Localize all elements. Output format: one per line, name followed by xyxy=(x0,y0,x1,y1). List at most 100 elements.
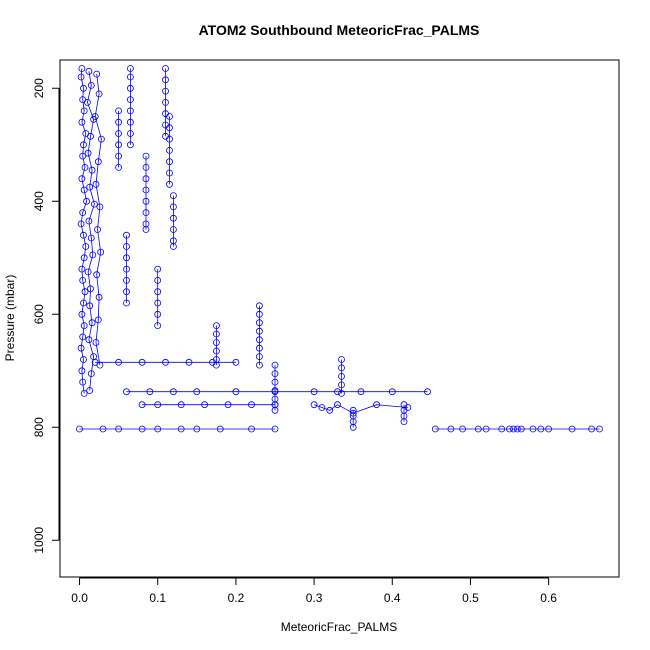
data-point xyxy=(212,322,220,330)
data-point xyxy=(95,293,103,301)
data-point xyxy=(123,243,130,250)
data-series-7 xyxy=(166,113,173,188)
data-point xyxy=(115,141,122,149)
data-point xyxy=(447,425,455,433)
data-point xyxy=(338,356,345,363)
data-point xyxy=(212,330,220,338)
data-point xyxy=(87,370,95,378)
data-point xyxy=(77,220,85,228)
data-point xyxy=(94,226,101,233)
data-point xyxy=(80,231,87,239)
y-tick-label: 800 xyxy=(32,417,46,437)
data-point xyxy=(166,135,173,143)
data-point xyxy=(506,425,513,433)
data-point xyxy=(126,65,134,72)
data-point xyxy=(88,166,96,174)
x-tick-label: 0.6 xyxy=(540,591,557,605)
data-point xyxy=(154,276,162,284)
data-point xyxy=(80,254,88,262)
data-series-18 xyxy=(138,401,279,409)
data-point xyxy=(126,96,134,103)
data-point xyxy=(338,364,345,372)
data-point xyxy=(87,285,94,293)
data-point xyxy=(92,339,100,346)
data-point xyxy=(79,209,87,217)
data-point xyxy=(318,404,326,411)
data-point xyxy=(79,378,87,386)
data-point xyxy=(169,243,177,250)
data-point xyxy=(209,358,216,366)
data-point xyxy=(126,107,134,115)
data-point xyxy=(87,132,94,140)
data-point xyxy=(84,268,92,276)
data-point xyxy=(95,90,103,98)
x-tick-label: 0.1 xyxy=(149,591,166,605)
data-point xyxy=(338,389,345,397)
data-point xyxy=(517,425,525,433)
data-point xyxy=(271,406,279,414)
data-point xyxy=(169,226,177,233)
data-point xyxy=(78,118,86,126)
data-point xyxy=(154,310,162,318)
data-point xyxy=(84,99,91,106)
data-point xyxy=(529,425,537,433)
x-axis: 0.0 0.1 0.2 0.3 0.4 0.5 0.6 xyxy=(71,577,557,605)
data-point xyxy=(97,248,105,256)
data-point xyxy=(474,425,482,433)
data-point xyxy=(78,175,86,183)
data-point xyxy=(115,152,122,160)
x-tick-label: 0.3 xyxy=(306,591,323,605)
x-axis-label: MeteoricFrac_PALMS xyxy=(281,620,397,634)
data-point xyxy=(115,130,122,137)
data-point xyxy=(80,356,87,363)
data-series-10 xyxy=(123,231,130,307)
data-point xyxy=(138,401,146,409)
data-point xyxy=(80,141,87,149)
data-series-20 xyxy=(400,401,408,426)
data-series-21 xyxy=(349,406,357,431)
x-tick-label: 0.4 xyxy=(384,591,401,605)
data-point xyxy=(123,388,130,396)
data-point xyxy=(87,234,95,242)
data-point xyxy=(78,65,86,72)
data-point xyxy=(142,163,150,171)
data-point xyxy=(123,288,130,296)
data-series-9 xyxy=(169,192,177,250)
data-point xyxy=(193,425,201,433)
data-point xyxy=(85,217,93,225)
data-point xyxy=(459,425,467,433)
data-point xyxy=(138,425,146,433)
y-tick-label: 600 xyxy=(32,304,46,324)
plot-frame xyxy=(59,59,620,578)
chart-title: ATOM2 Southbound MeteoricFrac_PALMS xyxy=(199,22,480,38)
data-point xyxy=(126,141,134,149)
data-point xyxy=(154,322,162,330)
y-axis: 200 400 600 800 1000 xyxy=(32,78,60,554)
data-point xyxy=(177,401,185,409)
data-point xyxy=(498,425,506,433)
data-point xyxy=(212,347,220,355)
data-point xyxy=(431,425,439,433)
data-point xyxy=(334,401,341,409)
data-point xyxy=(400,418,408,426)
data-point xyxy=(82,243,90,250)
data-point xyxy=(79,152,87,160)
x-tick-label: 0.0 xyxy=(71,591,88,605)
data-point xyxy=(373,401,381,409)
data-point xyxy=(177,425,185,433)
data-point xyxy=(162,65,169,72)
data-point xyxy=(185,358,193,366)
data-point xyxy=(126,130,134,137)
data-point xyxy=(255,327,263,335)
data-point xyxy=(154,299,162,307)
data-point xyxy=(166,146,173,154)
x-tick-label: 0.2 xyxy=(228,591,245,605)
data-series-6 xyxy=(115,107,122,171)
y-tick-label: 200 xyxy=(32,78,46,98)
data-point xyxy=(80,186,88,194)
data-point xyxy=(166,158,173,166)
data-point xyxy=(80,84,87,92)
data-point xyxy=(255,353,263,361)
